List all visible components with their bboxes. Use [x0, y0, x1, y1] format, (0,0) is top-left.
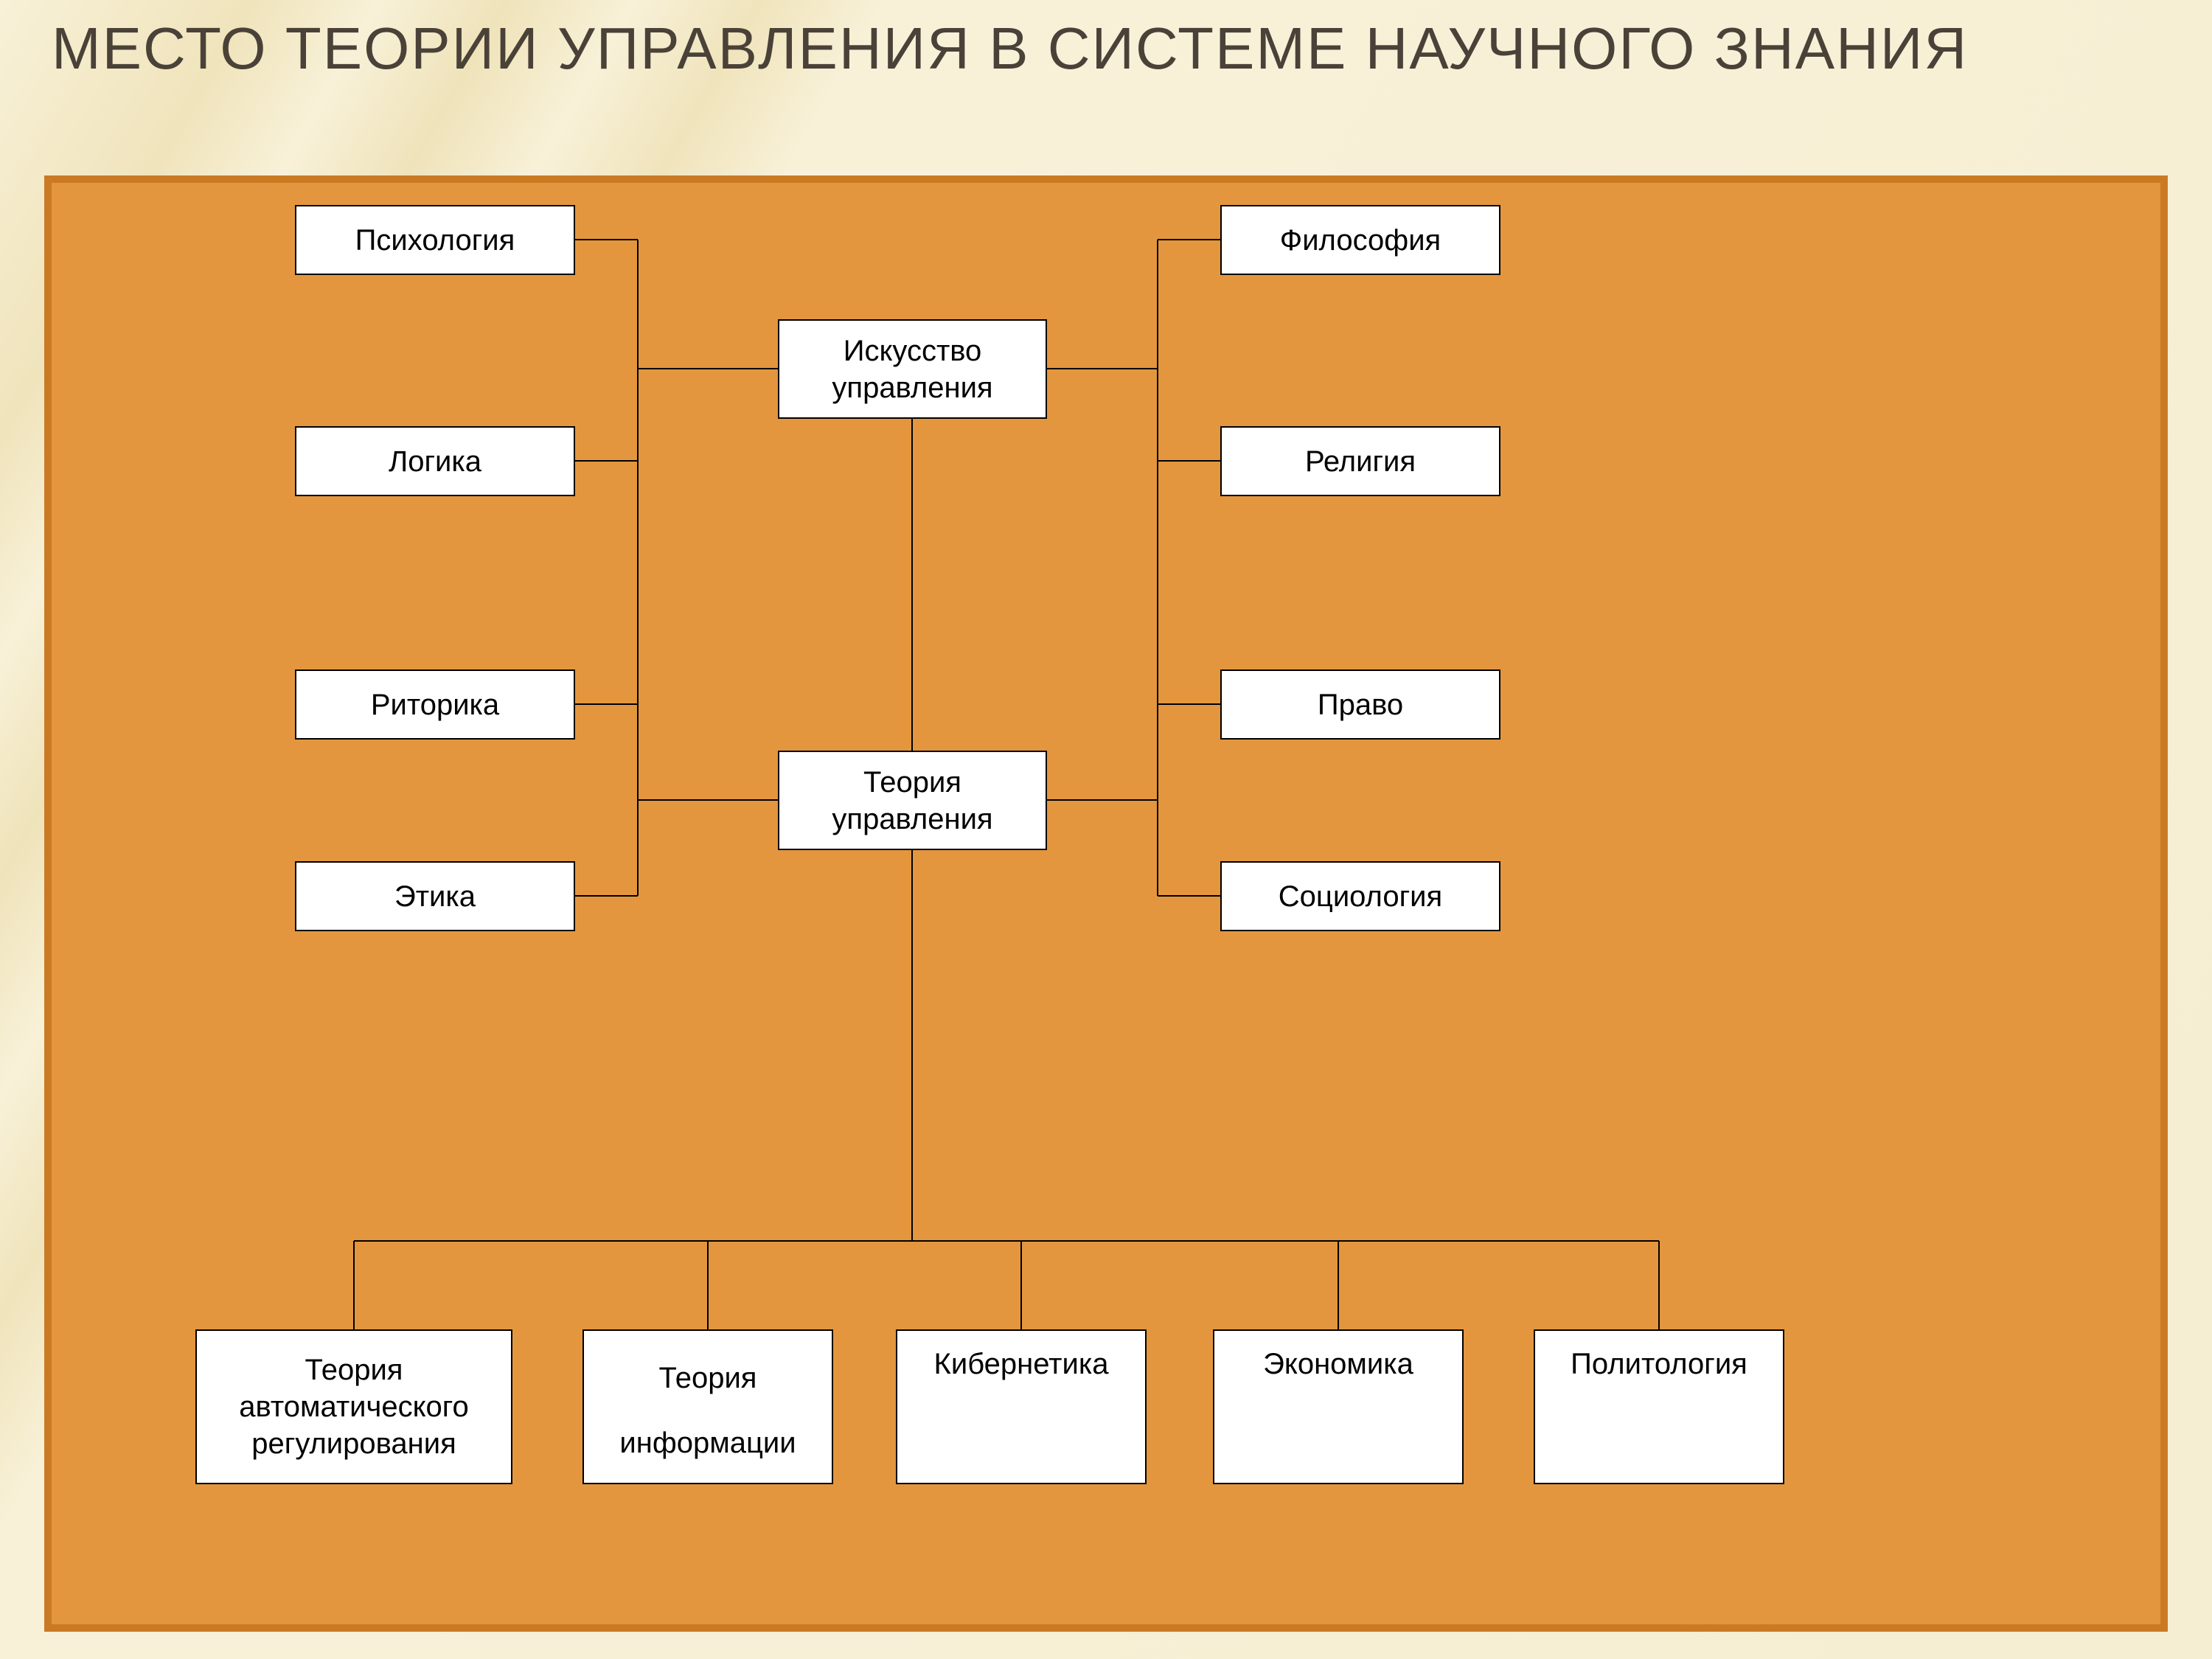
page-title: МЕСТО ТЕОРИИ УПРАВЛЕНИЯ В СИСТЕМЕ НАУЧНО… — [52, 15, 1968, 83]
node-relig: Религия — [1220, 426, 1500, 496]
node-auto: Теория автоматического регулирования — [195, 1329, 512, 1484]
node-rhet: Риторика — [295, 669, 575, 740]
node-socio: Социология — [1220, 861, 1500, 931]
node-philo: Философия — [1220, 205, 1500, 275]
node-econ: Экономика — [1213, 1329, 1464, 1484]
node-logic: Логика — [295, 426, 575, 496]
node-law: Право — [1220, 669, 1500, 740]
flowchart: Психология Логика Риторика Этика Философия Ре… — [52, 183, 2160, 1624]
node-psych: Психология — [295, 205, 575, 275]
diagram-panel: Психология Логика Риторика Этика Философия Ре… — [44, 175, 2168, 1632]
node-cyber: Кибернетика — [896, 1329, 1147, 1484]
node-info: Теорияинформации — [582, 1329, 833, 1484]
node-polit: Политология — [1534, 1329, 1784, 1484]
node-ethics: Этика — [295, 861, 575, 931]
node-art: Искусство управления — [778, 319, 1047, 419]
node-theory: Теория управления — [778, 751, 1047, 850]
